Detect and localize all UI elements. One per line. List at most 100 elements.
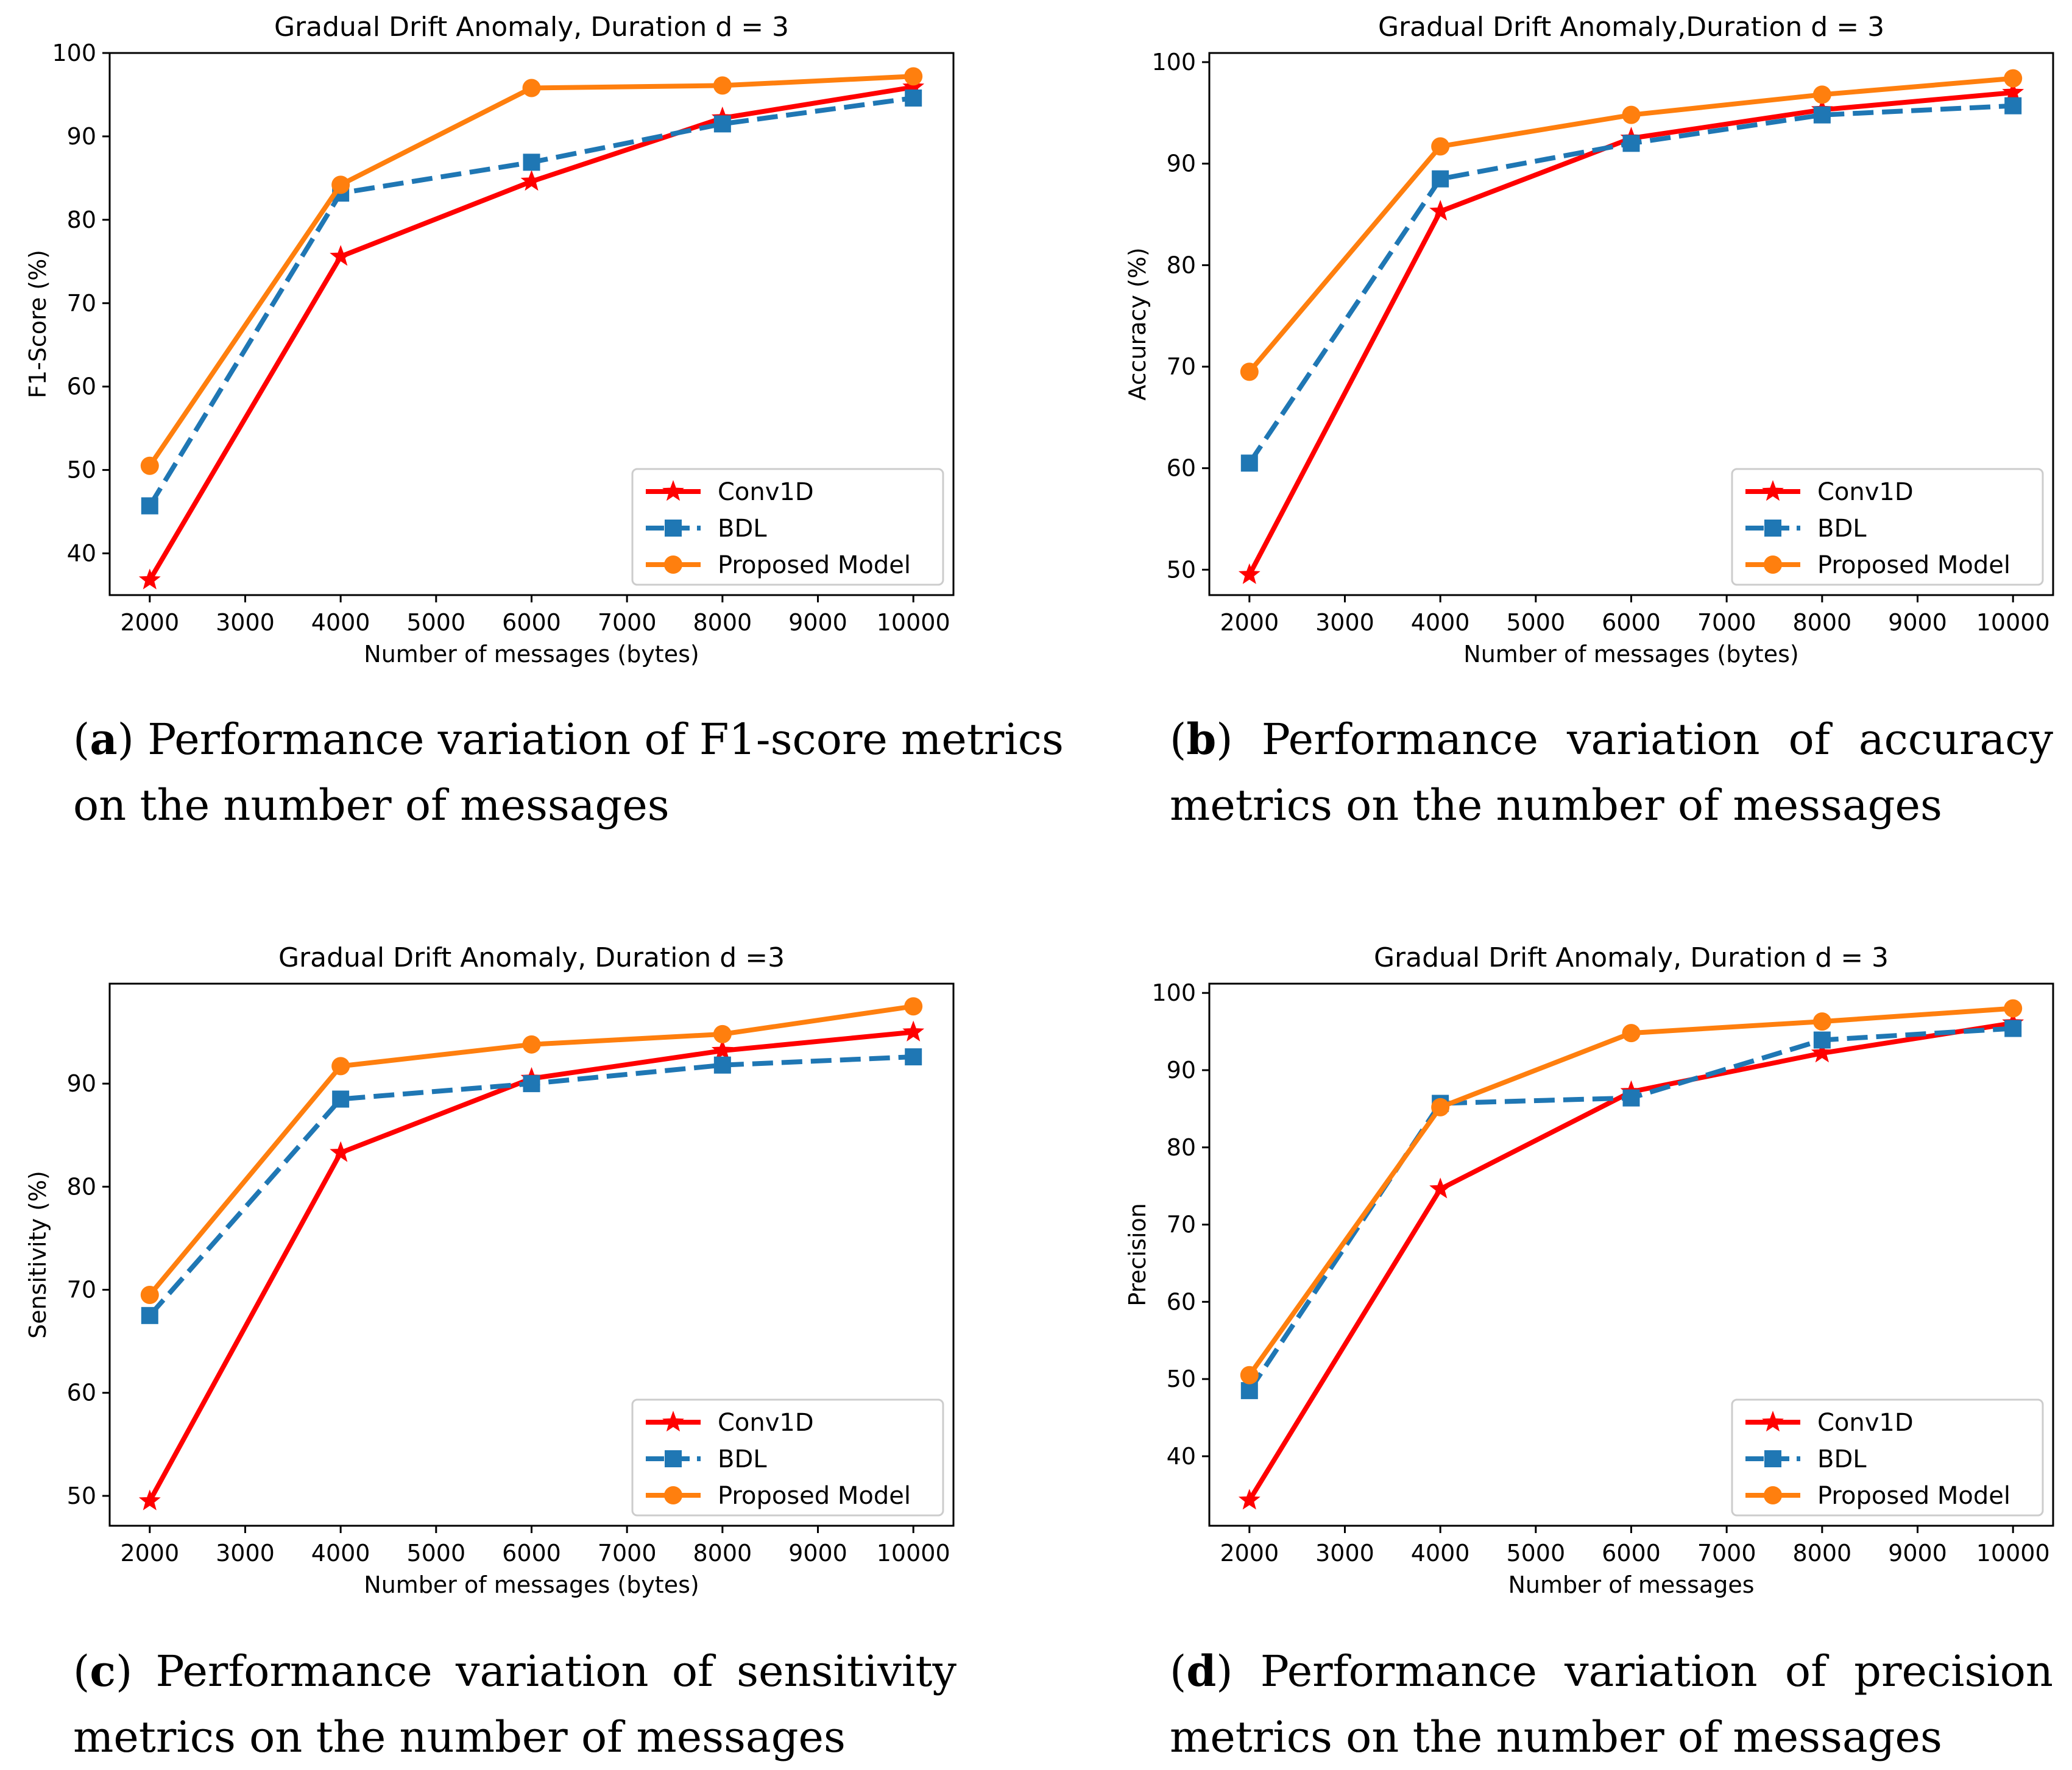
legend-label: Proposed Model [718,551,911,579]
data-point [2004,97,2022,115]
legend-box [631,1398,944,1517]
y-axis-label: Sensitivity (%) [24,1171,51,1339]
x-tick-label: 2000 [1220,1540,1279,1567]
legend-label: BDL [1817,1445,1867,1473]
y-tick-label: 90 [67,1070,96,1097]
legend-label: Proposed Model [718,1482,911,1510]
x-tick-label: 4000 [311,1540,370,1567]
x-tick-label: 2000 [120,1540,179,1567]
data-point [904,67,923,86]
data-point [1240,1366,1259,1384]
legend-marker [1762,1411,1784,1432]
chart-title: Gradual Drift Anomaly, Duration d = 3 [274,12,789,43]
x-tick-label: 9000 [1888,609,1947,636]
legend-label: Proposed Model [1817,1482,2010,1510]
data-point [523,1075,540,1093]
data-point [1240,454,1258,472]
x-axis-label: Number of messages [1508,1571,1754,1598]
data-point [331,1057,350,1076]
data-point [522,79,541,97]
x-tick-label: 4000 [1411,609,1470,636]
y-tick-label: 50 [1167,1366,1196,1392]
x-tick-label: 10000 [1976,609,2050,636]
legend-box [1731,1398,2044,1517]
plot-frame [108,52,955,596]
y-tick-label: 50 [67,457,96,484]
data-point [520,170,543,191]
x-tick-label: 4000 [1411,1540,1470,1567]
chart-title: Gradual Drift Anomaly,Duration d = 3 [1378,12,1884,43]
y-tick-label: 90 [67,123,96,150]
x-axis-label: Number of messages (bytes) [364,641,699,668]
data-point [1431,137,1450,156]
caption-d: (d) Performance variation of precision m… [1170,1638,2053,1770]
caption-a: (a) Performance variation of F1-score me… [73,707,1064,838]
data-point [141,497,158,515]
data-point [1238,1489,1261,1510]
x-tick-label: 10000 [1976,1540,2050,1567]
x-tick-label: 9000 [788,1540,847,1567]
chart-b: Gradual Drift Anomaly,Duration d = 3 2000… [1124,12,2054,668]
x-tick-label: 7000 [598,1540,657,1567]
x-tick-label: 7000 [1697,1540,1756,1567]
data-point [140,1285,159,1304]
caption-b: (b) Performance variation of accuracy me… [1170,707,2053,838]
data-point [1622,135,1640,152]
x-axis-label: Number of messages (bytes) [1463,641,1798,668]
legend-marker [662,1411,684,1432]
y-tick-label: 70 [1167,1211,1196,1238]
legend-label: BDL [718,515,767,543]
y-tick-label: 60 [1167,1288,1196,1315]
y-axis-label: F1-Score (%) [24,250,51,398]
x-tick-label: 7000 [598,609,657,636]
legend-label: Conv1D [718,1409,814,1437]
legend-box [1731,468,2044,586]
legend-label: Conv1D [1817,1409,1914,1437]
x-tick-label: 5000 [1506,609,1565,636]
legend-marker [1764,555,1782,574]
legend-label: BDL [718,1445,767,1473]
data-point [1429,200,1452,221]
x-tick-label: 6000 [502,609,561,636]
x-tick-label: 5000 [406,609,465,636]
data-point [522,1035,541,1054]
y-tick-label: 60 [67,373,96,400]
legend-marker [664,555,682,574]
x-tick-label: 8000 [1792,1540,1851,1567]
data-point [1240,1382,1258,1400]
data-point [1622,105,1641,124]
x-tick-label: 3000 [216,1540,275,1567]
x-tick-label: 9000 [1888,1540,1947,1567]
legend-marker [1764,520,1781,537]
y-tick-label: 40 [1167,1443,1196,1470]
data-point [330,245,352,266]
x-tick-label: 4000 [311,609,370,636]
data-point [1429,1177,1452,1199]
caption-c: (c) Performance variation of sensitivity… [73,1638,956,1770]
data-point [1238,563,1261,584]
data-point [523,153,540,171]
x-tick-label: 6000 [502,1540,561,1567]
data-point [904,997,923,1016]
y-axis-label: Precision [1124,1203,1151,1306]
data-point [1813,1031,1831,1049]
y-tick-label: 100 [52,40,96,66]
data-point [1811,1042,1833,1063]
x-axis-label: Number of messages (bytes) [364,1571,699,1598]
x-tick-label: 6000 [1602,1540,1661,1567]
y-tick-label: 40 [67,540,96,567]
series-line-bdl [1247,103,2014,465]
data-point [332,1090,350,1108]
data-point [1240,362,1259,381]
data-point [713,115,731,133]
legend-box [631,468,944,586]
data-point [905,89,922,107]
x-tick-label: 2000 [1220,609,1279,636]
caption-b-line-1: (b) Performance variation of accuracy [1170,714,2054,764]
data-point [330,1141,352,1162]
series-line-bdl [147,1054,914,1317]
series-line-proposed-model [147,74,914,468]
data-point [713,1024,732,1043]
data-point [1622,1089,1640,1107]
y-tick-label: 50 [67,1483,96,1509]
